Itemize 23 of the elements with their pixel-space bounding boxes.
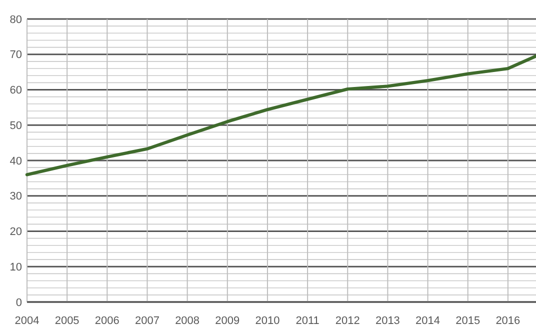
- x-tick-label: 2016: [496, 315, 520, 327]
- x-tick-label: 2009: [215, 315, 240, 327]
- y-tick-label: 0: [16, 296, 22, 309]
- y-tick-label: 40: [10, 155, 22, 168]
- x-tick-label: 2007: [134, 315, 160, 327]
- x-tick-label: 2014: [416, 315, 440, 327]
- x-tick-label: 2010: [255, 315, 280, 327]
- x-tick-label: 2004: [14, 315, 40, 327]
- x-tick-label: 2011: [296, 315, 320, 327]
- y-tick-label: 30: [10, 190, 22, 203]
- x-tick-label: 2006: [94, 315, 120, 327]
- y-tick-label: 60: [10, 84, 22, 97]
- y-tick-label: 80: [10, 14, 22, 26]
- x-tick-label: 2012: [335, 315, 360, 327]
- y-tick-label: 20: [10, 226, 22, 238]
- y-tick-label: 50: [10, 120, 22, 132]
- y-tick-label: 70: [10, 49, 22, 62]
- x-tick-label: 2015: [456, 315, 480, 327]
- x-tick-label: 2008: [175, 315, 200, 327]
- x-tick-label: 2013: [375, 315, 400, 327]
- x-tick-label: 2005: [54, 315, 80, 327]
- y-tick-label: 10: [10, 261, 22, 274]
- line-series: [25, 54, 536, 176]
